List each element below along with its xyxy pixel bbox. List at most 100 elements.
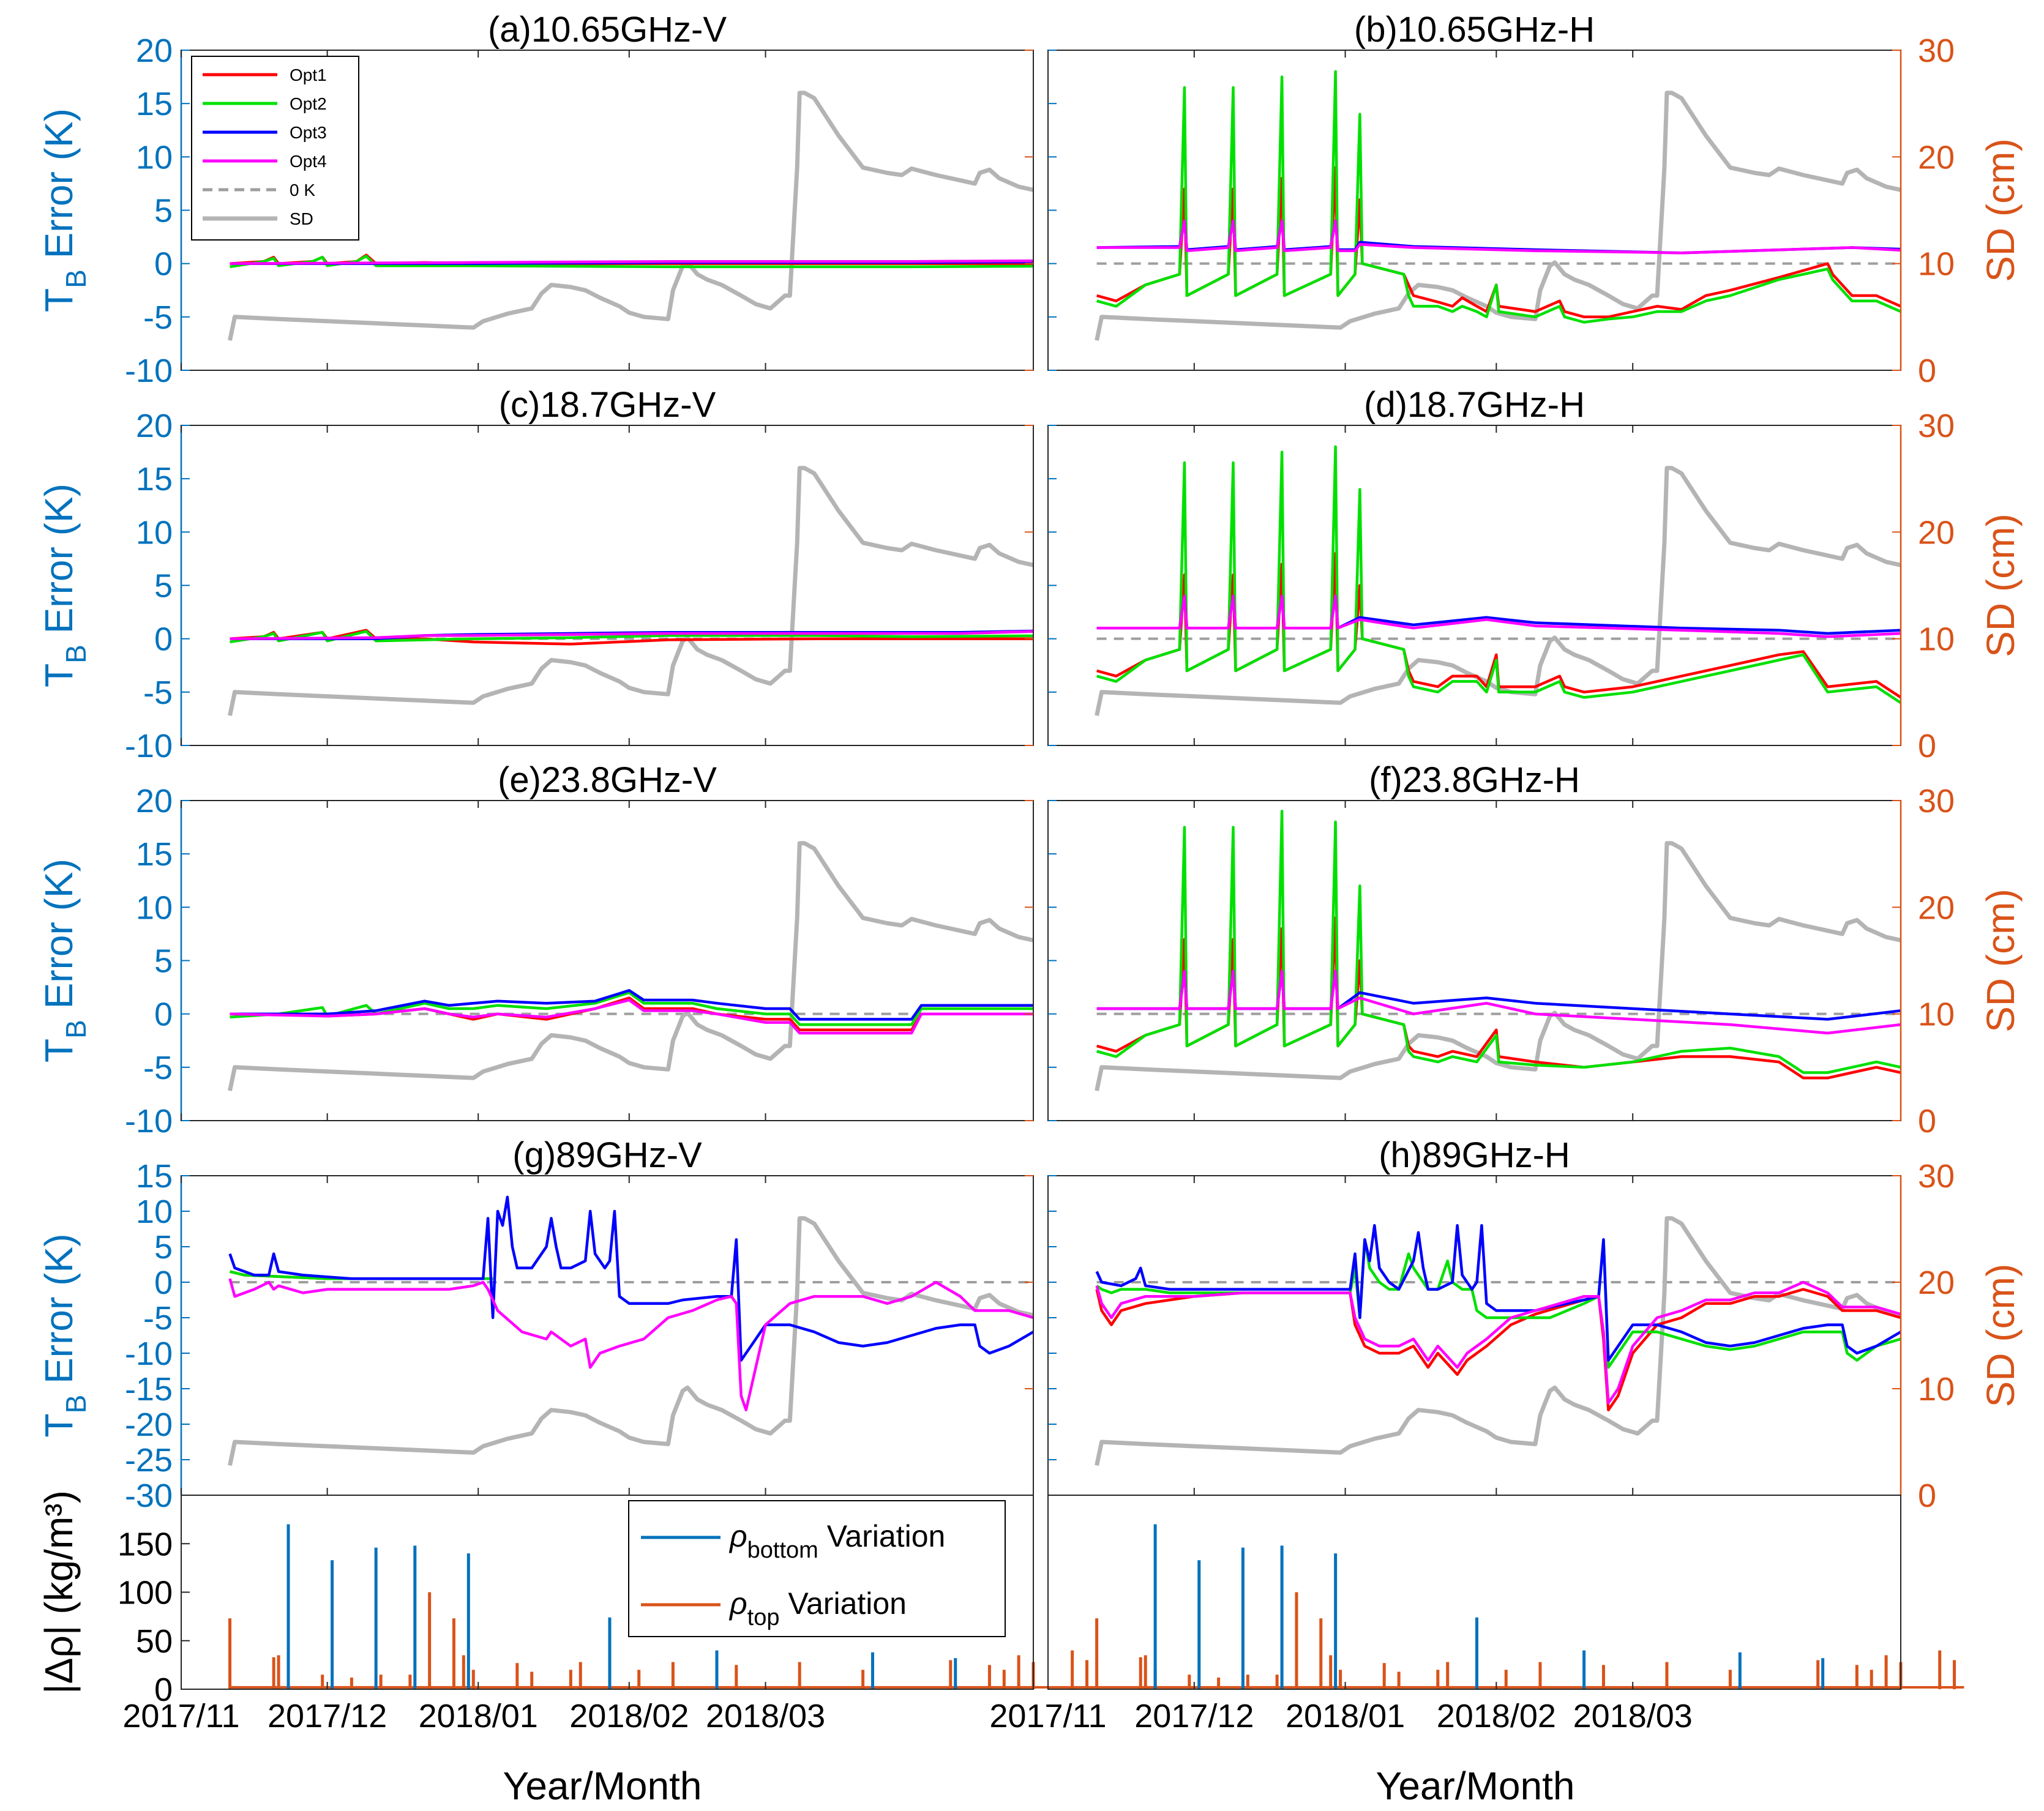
tb-ylabel-sub: B (60, 269, 92, 288)
panel-2: (c)18.7GHz-V -10 -5 0 5 10 15 20 TB Error (K) (37, 385, 1034, 764)
sd-line (228, 1216, 1033, 1466)
left-axis-tick-label: -15 (125, 1371, 173, 1408)
rho-legend-label-rho_bottom: ρbottom Variation (728, 1519, 945, 1563)
sd-line (1095, 91, 1901, 341)
panel-7: (h)89GHz-H 0 10 20 30 SD (cm) (1047, 1135, 2023, 1514)
x-tick-label: 2018/01 (419, 1698, 538, 1734)
left-axis-tick-label: -10 (125, 1335, 173, 1372)
series-line-opt2 (1096, 810, 1901, 1074)
tb-ylabel-rest: Error (K) (37, 108, 81, 269)
tb-ylabel-sub: B (60, 1020, 92, 1039)
legend-label-sd: SD (290, 209, 313, 228)
panel-title: (b)10.65GHz-H (1354, 10, 1595, 50)
rho-legend-text: Variation (779, 1586, 907, 1621)
rho-legend-sub: bottom (747, 1537, 818, 1563)
right-axis-tick-label: 30 (1918, 408, 1955, 444)
left-axis-tick-label: 15 (136, 836, 173, 873)
rho-legend-sym: ρ (728, 1586, 747, 1621)
tb-ylabel-main: T (37, 1039, 81, 1062)
tb-ylabel-rest: Error (K) (37, 484, 81, 644)
left-axis-tick-label: 20 (136, 408, 173, 444)
left-axis-tick-label: -5 (143, 1050, 173, 1086)
right-axis-tick-label: 0 (1918, 353, 1936, 389)
legend-box (191, 56, 359, 241)
right-axis-tick-label: 10 (1918, 246, 1955, 283)
right-axis-tick-label: 20 (1918, 514, 1955, 551)
left-axis-tick-label: -5 (143, 1300, 173, 1337)
sd-line (228, 91, 1033, 341)
panel-plot-area (228, 91, 1033, 341)
rho-y-tick-label: 50 (136, 1623, 173, 1660)
panel-plot-area (228, 841, 1033, 1091)
panel-title: (a)10.65GHz-V (488, 10, 727, 50)
panel-title: (g)89GHz-V (512, 1135, 702, 1175)
rho-y-tick-label: 100 (118, 1575, 173, 1611)
sd-line (1095, 841, 1901, 1091)
rho-y-tick-label: 150 (118, 1526, 173, 1563)
sd-ylabel: SD (cm) (1978, 138, 2023, 282)
panel-plot-area (1095, 70, 1901, 341)
right-axis-tick-label: 20 (1918, 139, 1955, 176)
sd-line (1095, 1216, 1901, 1466)
legend-label-opt2: Opt2 (290, 94, 327, 113)
tb-ylabel: TB Error (K) (37, 108, 92, 312)
panel-0: (a)10.65GHz-V -10 -5 0 5 10 15 20 TB Error (K) Op… (37, 10, 1034, 389)
right-axis-tick-label: 10 (1918, 1371, 1955, 1408)
x-tick-label: 2018/02 (1437, 1698, 1556, 1734)
panel-1: (b)10.65GHz-H 0 10 20 30 SD (cm) (1047, 10, 2023, 389)
xlabel-left: Year/Month (503, 1764, 702, 1808)
x-tick-label: 2017/12 (268, 1698, 387, 1734)
series-line-opt4 (228, 1278, 1033, 1412)
panel-4: (e)23.8GHz-V -10 -5 0 5 10 15 20 TB Error (K) (37, 760, 1034, 1140)
left-axis-tick-label: -5 (143, 299, 173, 336)
rho-frame (1047, 1495, 1901, 1690)
series-line-opt4 (230, 630, 1033, 640)
left-axis-tick-label: 10 (136, 1193, 173, 1230)
labels-layer: Year/Month Year/Month (503, 1764, 1575, 1808)
series-line-opt1 (1096, 551, 1901, 699)
tb-ylabel-rest: Error (K) (37, 1234, 81, 1395)
sd-ylabel: SD (cm) (1978, 513, 2023, 657)
right-axis-tick-label: 10 (1918, 621, 1955, 658)
left-axis-tick-label: 20 (136, 783, 173, 820)
rho-y-tick-label: 0 (154, 1671, 173, 1708)
series-line-opt2 (230, 991, 1033, 1026)
left-axis-tick-label: -25 (125, 1442, 173, 1479)
left-axis-tick-label: 0 (154, 246, 173, 283)
left-axis-tick-label: -10 (125, 728, 173, 764)
left-axis-tick-label: 10 (136, 139, 173, 176)
legend-label-zero: 0 K (290, 181, 315, 200)
left-axis-tick-label: 10 (136, 514, 173, 551)
panel-title: (h)89GHz-H (1379, 1135, 1570, 1175)
series-line-opt4 (230, 998, 1033, 1035)
x-tick-label: 2017/11 (989, 1698, 1106, 1734)
sd-line (1095, 466, 1901, 716)
left-axis-tick-label: 0 (154, 621, 173, 658)
left-axis-tick-label: 10 (136, 889, 173, 926)
right-axis-tick-label: 30 (1918, 783, 1955, 820)
left-axis-tick-label: 15 (136, 1158, 173, 1195)
panel-plot-area (228, 466, 1033, 716)
right-axis-tick-label: 0 (1918, 728, 1936, 764)
rho-legend-text: Variation (818, 1519, 946, 1553)
sd-ylabel: SD (cm) (1978, 889, 2023, 1032)
series-line-opt4 (1096, 594, 1901, 638)
left-axis-tick-label: -5 (143, 674, 173, 711)
x-tick-label: 2018/02 (569, 1698, 689, 1734)
tb-ylabel-main: T (37, 1413, 81, 1437)
tb-ylabel-sub: B (60, 1395, 92, 1414)
panel-3: (d)18.7GHz-H 0 10 20 30 SD (cm) (1047, 385, 2023, 764)
left-axis-tick-label: 20 (136, 32, 173, 69)
x-tick-label: 2017/12 (1134, 1698, 1254, 1734)
panel-title: (c)18.7GHz-V (499, 385, 716, 425)
series-line-opt3 (228, 1195, 1033, 1362)
legend-label-opt4: Opt4 (290, 152, 327, 171)
rho-ylabel: |Δρ| (kg/m³) (37, 1490, 81, 1694)
tb-ylabel-sub: B (60, 644, 92, 663)
